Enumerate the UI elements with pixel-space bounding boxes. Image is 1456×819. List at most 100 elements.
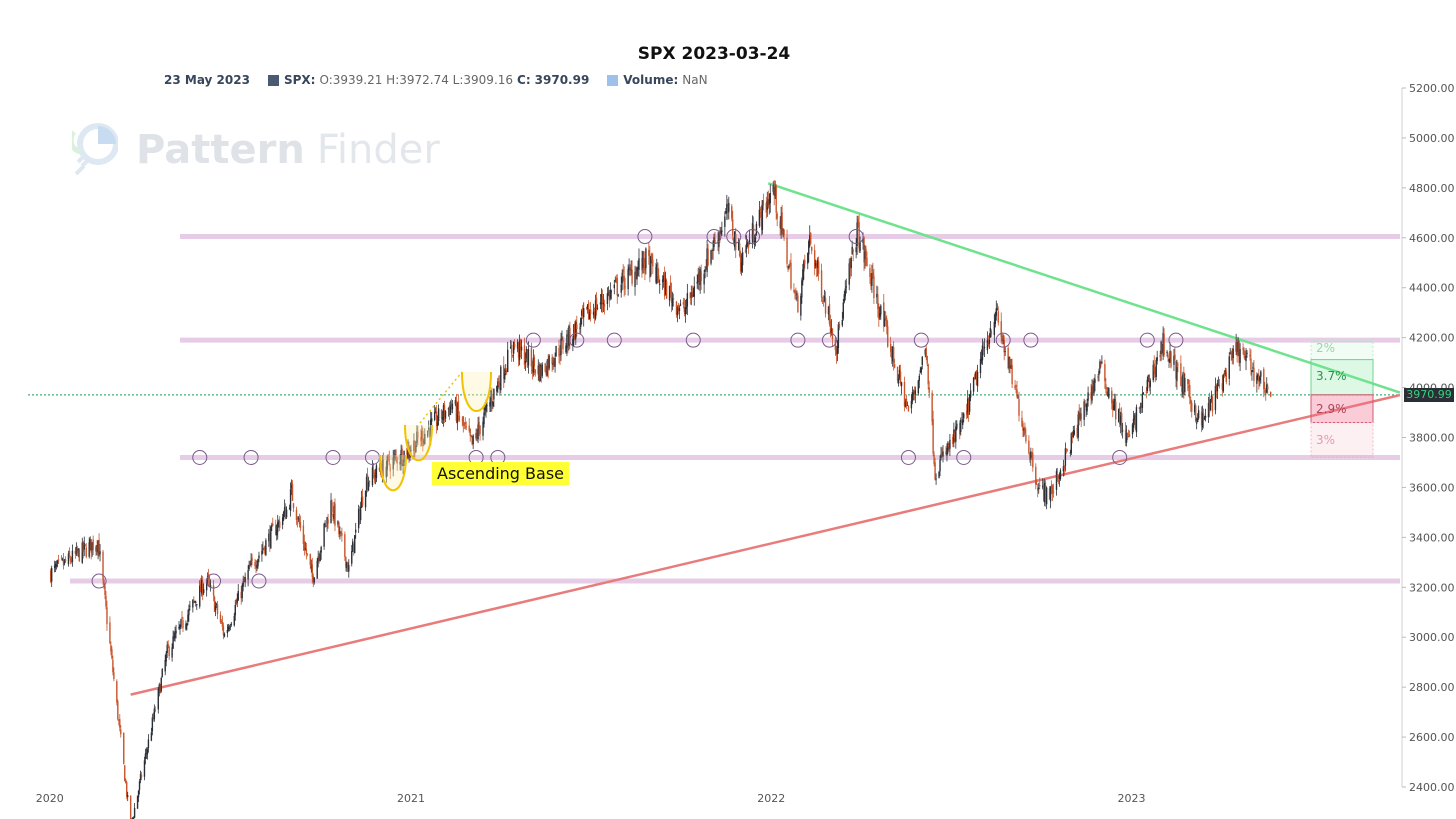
candle-body [152, 717, 155, 719]
candle-body [519, 339, 522, 350]
candle-body [947, 442, 949, 451]
candle-body [116, 681, 118, 703]
candle-body [285, 509, 288, 518]
y-tick-label: 4600.00 [1409, 232, 1455, 245]
candle-body [373, 472, 376, 480]
candle-body [1215, 384, 1218, 391]
candle-body [746, 240, 749, 247]
candle-body [879, 313, 881, 317]
candle-body [975, 370, 978, 386]
candle-body [588, 311, 591, 320]
candle-body [479, 425, 481, 434]
candle-body [940, 454, 942, 459]
candle-body [436, 422, 439, 426]
pattern-connector [419, 371, 463, 424]
candle-body [309, 553, 311, 566]
legend-volume-value: NaN [682, 73, 708, 87]
candle-body [706, 248, 708, 272]
candle-body [247, 570, 249, 580]
candle-body [138, 781, 141, 790]
candle-body [624, 286, 626, 288]
candle-body [949, 439, 951, 449]
candle-body [208, 580, 211, 586]
candle-body [1265, 389, 1267, 395]
candle-body [223, 633, 226, 637]
level-touch-marker [243, 449, 259, 465]
candle-body [1128, 434, 1131, 437]
candle-body [907, 405, 910, 412]
candle-body [244, 576, 246, 583]
candle-body [1111, 390, 1113, 404]
candle-body [607, 292, 610, 295]
candle-body [935, 478, 937, 480]
candle-body [70, 561, 73, 563]
candle-body [1115, 401, 1117, 420]
candle-body [230, 623, 233, 625]
candle-body [636, 267, 638, 280]
candle-body [1138, 407, 1141, 409]
candle-body [470, 434, 472, 437]
candle-body [532, 357, 535, 373]
candle-body [945, 451, 947, 454]
candle-body [733, 238, 735, 244]
x-tick-label: 2022 [757, 792, 785, 805]
candle-body [56, 560, 59, 564]
candle-body [486, 405, 488, 407]
candle-body [53, 565, 56, 568]
candle-body [552, 362, 554, 365]
candle-body [146, 749, 149, 755]
candle-body [88, 542, 90, 557]
candle-body [1217, 385, 1220, 387]
candle-body [655, 266, 657, 283]
candle-body [1259, 377, 1261, 381]
candle-body [1167, 355, 1169, 358]
candle-body [1085, 408, 1087, 410]
candle-body [1194, 405, 1197, 422]
candle-body [124, 765, 126, 782]
candle-body [1063, 465, 1066, 469]
candle-body [1014, 385, 1016, 389]
candle-body [77, 548, 80, 552]
candle-body [105, 595, 107, 607]
candle-body [962, 419, 964, 425]
candle-body [455, 400, 458, 421]
candle-body [118, 719, 120, 722]
candle-body [387, 455, 389, 458]
candle-body [649, 253, 651, 278]
candle-body [209, 585, 212, 587]
candle-body [1045, 487, 1048, 505]
candle-body [904, 401, 907, 407]
candle-body [1145, 391, 1148, 393]
candle-body [333, 505, 335, 519]
candle-body [671, 298, 674, 307]
candle-body [664, 279, 667, 295]
candle-body [596, 307, 599, 309]
candle-body [264, 546, 266, 554]
candle-body [676, 307, 679, 316]
candle-body [172, 636, 174, 649]
candle-body [166, 645, 168, 653]
candle-body [243, 579, 245, 583]
candle-body [368, 480, 371, 483]
candle-body [878, 305, 880, 319]
candle-body [965, 410, 968, 415]
candle-body [518, 340, 521, 361]
candle-body [658, 275, 660, 283]
candle-body [187, 614, 189, 622]
candle-body [692, 294, 694, 297]
candle-body [774, 186, 776, 197]
candle-body [566, 334, 568, 349]
candle-body [420, 437, 422, 441]
candle-body [776, 213, 778, 219]
candle-body [585, 307, 588, 309]
candle-body [60, 557, 63, 559]
candle-body [427, 430, 429, 437]
candle-body [1070, 433, 1073, 454]
candle-body [483, 412, 485, 425]
candle-body [845, 286, 847, 288]
candle-body [1173, 355, 1175, 365]
candle-body [132, 817, 135, 819]
candle-body [1080, 413, 1082, 420]
candle-body [1223, 372, 1226, 374]
level-touch-marker [206, 573, 222, 589]
